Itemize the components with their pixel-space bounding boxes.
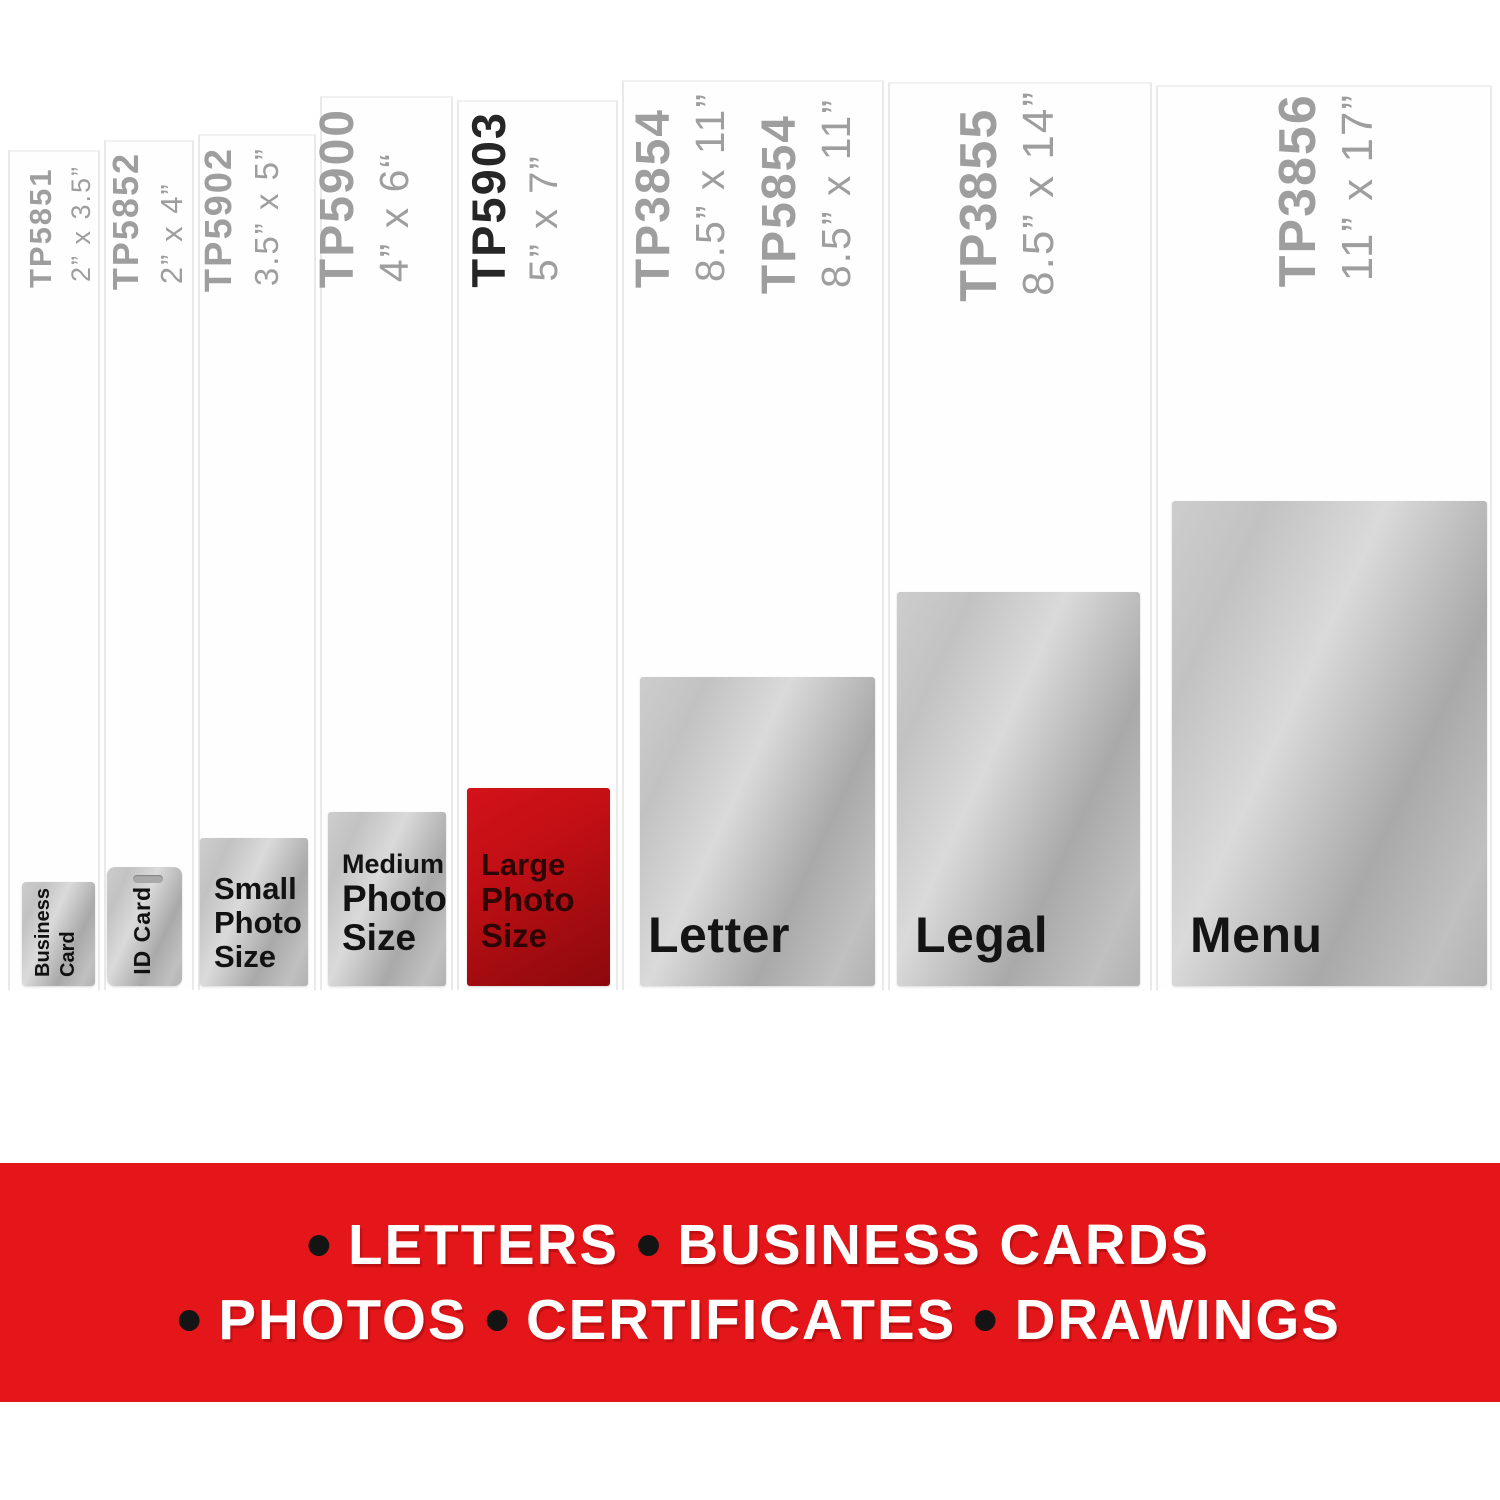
id-card-label: ID Card (129, 886, 155, 975)
column-strip-business-card (8, 150, 100, 990)
product-code: TP3856 (1269, 93, 1327, 288)
bullet-dot (485, 1309, 507, 1331)
product-code: TP5851 (23, 167, 58, 289)
label-tp5854: TP5854 8.5” x 11” (753, 98, 859, 295)
letter-pouch (640, 677, 875, 986)
small-photo-pouch (200, 838, 308, 986)
product-code: TP5854 (753, 114, 806, 295)
product-size: 2” x 3.5” (66, 165, 96, 283)
bullet-dot (974, 1309, 996, 1331)
label-tp3855: TP3855 8.5” x 14” (950, 90, 1063, 302)
product-code: TP5903 (462, 111, 515, 288)
product-code: TP3854 (627, 108, 680, 289)
banner-item: DRAWINGS (1014, 1288, 1341, 1352)
small-photo-label: Small Photo Size (214, 871, 302, 975)
banner-line-2: PHOTOS CERTIFICATES DRAWINGS (160, 1287, 1341, 1353)
menu-label: Menu (1190, 907, 1323, 963)
product-code: TP5852 (105, 152, 146, 291)
bullet-dot (308, 1234, 330, 1256)
label-tp5903-highlighted: TP5903 5” x 7” (462, 111, 566, 288)
product-size: 11” x 17” (1333, 93, 1382, 282)
banner-item: LETTERS (348, 1213, 620, 1277)
bullet-dot (638, 1234, 659, 1256)
product-size: 8.5” x 11” (687, 92, 733, 283)
column-strip-id-card (104, 140, 194, 990)
label-tp3854: TP3854 8.5” x 11” (627, 92, 733, 289)
label-tp3856: TP3856 11” x 17” (1269, 93, 1382, 288)
product-code: TP3855 (950, 107, 1008, 302)
label-tp5851: TP5851 2” x 3.5” (23, 165, 96, 289)
product-size: 8.5” x 11” (813, 98, 859, 289)
banner-item: CERTIFICATES (525, 1288, 956, 1352)
banner-item: BUSINESS CARDS (677, 1213, 1211, 1277)
banner-item: PHOTOS (217, 1288, 468, 1352)
large-photo-pouch-highlighted (467, 788, 610, 986)
product-code: TP5902 (198, 147, 240, 293)
legal-pouch (897, 592, 1140, 986)
label-tp5900: TP5900 4” x 6“ (311, 108, 417, 289)
medium-photo-pouch (328, 812, 446, 986)
label-tp5852: TP5852 2” x 4” (105, 152, 189, 291)
business-card-label: Business Card (32, 888, 79, 977)
product-code: TP5900 (311, 108, 364, 289)
product-size: 4” x 6“ (371, 151, 417, 283)
menu-pouch (1172, 501, 1487, 986)
product-size: 3.5” x 5” (248, 147, 285, 287)
medium-photo-label: Medium Photo Size (342, 849, 447, 958)
legal-label: Legal (915, 907, 1049, 963)
product-size: 8.5” x 14” (1014, 90, 1063, 296)
business-card-pouch (22, 882, 95, 986)
bullet-dot (178, 1309, 200, 1331)
product-size: 2” x 4” (154, 182, 189, 285)
id-card-pouch (107, 867, 182, 986)
product-size: 5” x 7” (522, 154, 566, 282)
label-tp5902: TP5902 3.5” x 5” (198, 147, 285, 293)
large-photo-label: Large Photo Size (481, 847, 575, 954)
use-cases-banner: LETTERS BUSINESS CARDS PHOTOS CERTIFICAT… (0, 1163, 1500, 1402)
banner-line-1: LETTERS BUSINESS CARDS (290, 1212, 1210, 1278)
id-card-badge-slot (133, 875, 163, 883)
letter-label: Letter (648, 907, 790, 963)
